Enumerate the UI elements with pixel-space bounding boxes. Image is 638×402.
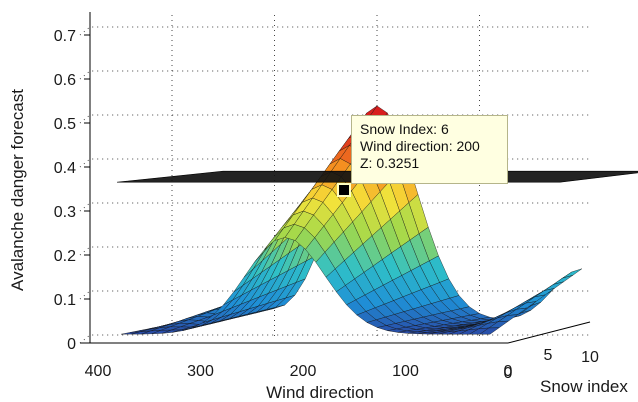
x-tick-label: 100 <box>392 363 419 380</box>
y-tick-label: 0.5 <box>54 116 76 133</box>
datatip-snow-index: Snow Index: 6 <box>360 121 449 137</box>
x-tick-label: 0 <box>504 363 513 380</box>
z-axis-label: Snow index <box>540 377 628 396</box>
y-tick-label: 0 <box>67 336 76 353</box>
datatip-z-value: Z: 0.3251 <box>360 155 420 171</box>
y-tick-label: 0.7 <box>54 28 76 45</box>
grid-line <box>79 290 590 300</box>
z-axis-line <box>507 321 591 344</box>
y-tick-label: 0.6 <box>54 72 76 89</box>
x-tick-label: 200 <box>290 363 317 380</box>
y-tick-label: 0.3 <box>54 204 76 221</box>
z-tick-label: 0 <box>504 365 513 382</box>
y-tick-label: 0.2 <box>54 248 76 265</box>
surface-cell <box>478 327 501 335</box>
surface-cell <box>553 275 573 285</box>
y-axis-label: Avalanche danger forecast <box>8 89 27 291</box>
z-tick-label: 10 <box>581 349 599 366</box>
y-tick-label: 0.1 <box>54 292 76 309</box>
surface-cell <box>543 281 564 291</box>
datatip: Snow Index: 6 Wind direction: 200 Z: 0.3… <box>351 115 508 184</box>
x-tick-label: 300 <box>187 363 214 380</box>
y-tick-label: 0.4 <box>54 160 76 177</box>
grid-line <box>79 70 590 80</box>
grid-line <box>79 114 590 124</box>
z-tick-label: 5 <box>544 347 553 364</box>
x-tick-label: 400 <box>85 363 112 380</box>
datatip-wind-direction: Wind direction: 200 <box>360 138 480 154</box>
datatip-marker[interactable] <box>337 183 351 197</box>
grid-line <box>79 26 590 36</box>
x-axis-label: Wind direction <box>266 383 374 402</box>
surface-cell <box>562 268 583 279</box>
axes <box>80 12 591 344</box>
